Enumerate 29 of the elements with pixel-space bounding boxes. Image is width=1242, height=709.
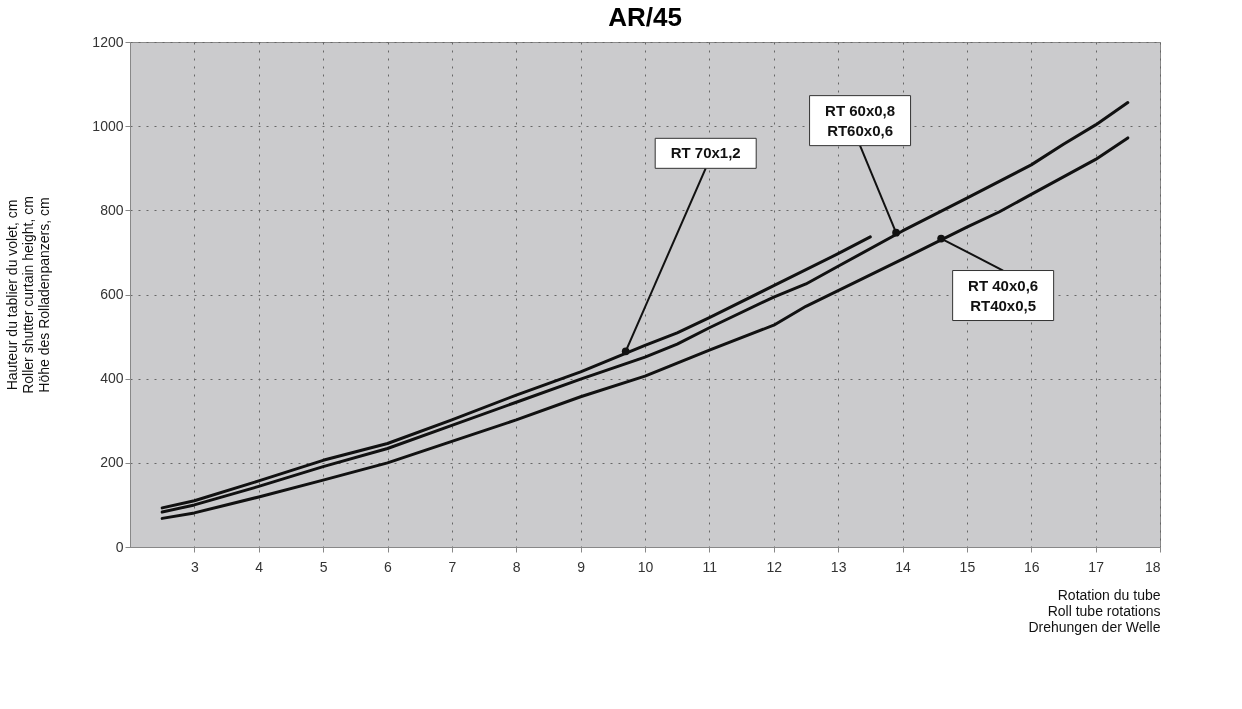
- x-tick-label: 5: [319, 558, 328, 575]
- x-tick-label: 18: [1144, 558, 1161, 575]
- x-tick-label: 3: [190, 558, 199, 575]
- x-tick-label: 6: [384, 558, 393, 575]
- y-tick-label: 200: [100, 454, 124, 471]
- annotation: RT 70x1,2: [670, 144, 741, 162]
- x-axis-title: Rotation du tube Roll tube rotations Drehungen der Welle: [1028, 586, 1161, 635]
- y-axis-title: Hauteur du tablier du volet, cm Roller shutter curtain height, cm Höhe des Rolladenpanzers, cm: [4, 196, 53, 394]
- x-tick-label: 15: [959, 558, 976, 575]
- y-tick-label: 400: [100, 370, 124, 387]
- y-tick-label: 0: [115, 538, 124, 555]
- x-tick-label: 14: [895, 558, 911, 575]
- x-tick-label: 4: [255, 558, 264, 575]
- annotation: RT 40x0,6 RT40x0,5: [968, 276, 1039, 314]
- x-tick-label: 7: [448, 558, 457, 575]
- x-tick-label: 16: [1023, 558, 1040, 575]
- y-tick-label: 800: [100, 201, 124, 218]
- y-tick-label: 1200: [92, 33, 124, 50]
- y-tick-label: 1000: [92, 117, 124, 134]
- y-tick-label: 600: [100, 286, 124, 302]
- annotation: RT 60x0,8 RT60x0,6: [825, 101, 896, 139]
- chart-title: AR/45: [608, 2, 682, 32]
- x-tick-label: 8: [512, 558, 521, 575]
- x-tick-label: 9: [577, 558, 586, 575]
- x-tick-label: 13: [830, 558, 847, 575]
- x-tick-label: 11: [702, 558, 718, 575]
- x-tick-label: 12: [766, 558, 783, 575]
- x-tick-label: 17: [1088, 558, 1105, 575]
- x-tick-label: 10: [637, 558, 654, 575]
